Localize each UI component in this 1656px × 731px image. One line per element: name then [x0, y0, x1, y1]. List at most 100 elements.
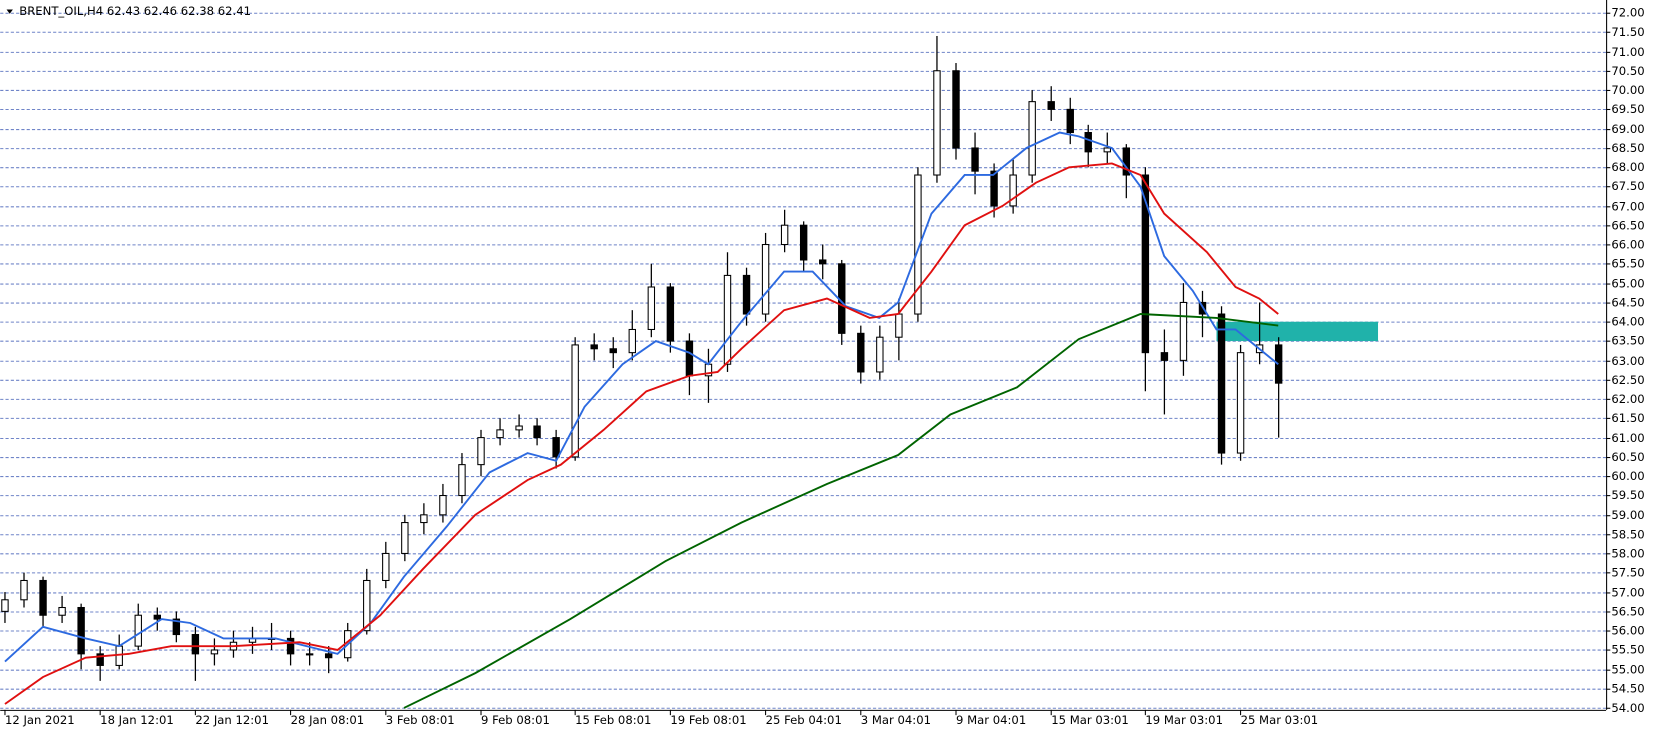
x-tick-label: 28 Jan 08:01 — [291, 713, 365, 727]
candle-body — [191, 634, 200, 655]
candle-body — [39, 579, 47, 616]
x-tick-label: 9 Mar 04:01 — [956, 713, 1026, 727]
candle-body — [1274, 344, 1283, 384]
zone — [1216, 321, 1379, 342]
menu-arrow[interactable] — [6, 9, 13, 14]
y-tick-label: 64.00 — [1611, 315, 1644, 329]
candle-body — [533, 425, 541, 439]
candle-body — [401, 522, 409, 554]
grid — [0, 12, 1607, 709]
x-tick-label: 3 Feb 08:01 — [386, 713, 455, 727]
moving-average — [4, 131, 1279, 663]
x-tick-label: 12 Jan 2021 — [5, 713, 75, 727]
candle-body — [515, 425, 523, 431]
y-tick-label: 71.50 — [1611, 25, 1644, 39]
candle-body — [172, 618, 181, 636]
candle-body — [895, 313, 903, 338]
x-tick-label: 15 Mar 03:01 — [1051, 713, 1129, 727]
candle-body — [210, 649, 219, 655]
y-tick-label: 61.50 — [1611, 411, 1644, 425]
candle-body — [590, 344, 598, 350]
candle-body — [799, 224, 808, 261]
chart-title: BRENT_OIL,H4 62.43 62.46 62.38 62.41 — [19, 4, 251, 18]
candle-body — [742, 274, 751, 315]
candle-body — [363, 579, 371, 632]
y-tick-label: 60.00 — [1611, 469, 1644, 483]
x-tick-label: 9 Feb 08:01 — [481, 713, 550, 727]
candle-body — [990, 170, 998, 207]
candle-body — [723, 274, 732, 365]
candle-body — [286, 637, 295, 655]
candle-body — [58, 606, 66, 616]
y-tick-label: 59.50 — [1611, 488, 1644, 502]
candle-body — [685, 340, 694, 377]
x-tick-label: 25 Mar 03:01 — [1241, 713, 1319, 727]
candle-body — [382, 552, 390, 582]
moving-average — [4, 162, 1279, 705]
y-tick-label: 55.00 — [1611, 663, 1644, 677]
candle-body — [571, 344, 579, 458]
candle-body — [134, 614, 142, 647]
y-tick-label: 72.00 — [1611, 6, 1644, 20]
candle-body — [876, 336, 884, 373]
candle-body — [952, 70, 960, 149]
y-tick-label: 57.50 — [1611, 565, 1644, 579]
candle-body — [77, 606, 85, 655]
y-tick-label: 66.00 — [1611, 237, 1644, 251]
candle-body — [1066, 108, 1074, 134]
x-tick-label: 22 Jan 12:01 — [195, 713, 269, 727]
candle-body — [1217, 313, 1226, 454]
y-tick-label: 57.00 — [1611, 585, 1644, 599]
candle-body — [1, 599, 9, 612]
candle-body — [628, 328, 636, 354]
candle-body — [914, 174, 922, 315]
y-tick-label: 67.50 — [1611, 179, 1644, 193]
candle-body — [1122, 147, 1131, 176]
moving-average — [403, 313, 1279, 709]
candle-body — [609, 348, 617, 354]
y-tick-label: 56.00 — [1611, 624, 1644, 638]
y-tick-label: 68.50 — [1611, 141, 1644, 155]
candle-body — [1009, 174, 1017, 207]
y-tick-label: 54.50 — [1611, 682, 1644, 696]
candle-body — [305, 653, 314, 656]
y-tick-label: 64.50 — [1611, 296, 1644, 310]
candle-body — [819, 259, 827, 265]
y-tick-label: 69.00 — [1611, 122, 1644, 136]
y-tick-label: 71.00 — [1611, 45, 1644, 59]
y-tick-label: 63.50 — [1611, 334, 1644, 348]
candle-body — [857, 332, 865, 373]
candle-body — [153, 614, 162, 620]
candle-body — [324, 653, 333, 659]
candle-body — [439, 494, 447, 516]
x-tick-label: 18 Jan 12:01 — [100, 713, 174, 727]
y-tick-label: 68.00 — [1611, 160, 1644, 174]
candle-body — [1179, 301, 1188, 361]
candle-body — [666, 286, 675, 342]
y-tick-label: 61.00 — [1611, 431, 1644, 445]
x-tick-label: 19 Feb 08:01 — [670, 713, 746, 727]
y-tick-label: 65.00 — [1611, 277, 1644, 291]
candle-body — [496, 429, 504, 439]
candle-body — [458, 464, 466, 497]
y-tick-label: 58.50 — [1611, 527, 1644, 541]
y-tick-label: 58.00 — [1611, 546, 1644, 560]
y-tick-label: 56.50 — [1611, 604, 1644, 618]
candle-body — [933, 70, 941, 176]
y-tick-label: 62.00 — [1611, 392, 1644, 406]
y-tick-label: 62.50 — [1611, 373, 1644, 387]
candle-body — [971, 147, 979, 172]
plot — [1, 35, 1379, 709]
candle-body — [761, 243, 770, 315]
y-tick-label: 55.50 — [1611, 643, 1644, 657]
y-tick-label: 63.00 — [1611, 354, 1644, 368]
y-tick-label: 65.50 — [1611, 256, 1644, 270]
candle-body — [96, 653, 104, 666]
y-tick-label: 69.50 — [1611, 102, 1644, 116]
y-tick-label: 66.50 — [1611, 218, 1644, 232]
candle-body — [552, 437, 560, 458]
y-tick-label: 70.50 — [1611, 64, 1644, 78]
x-tick-label: 3 Mar 04:01 — [861, 713, 931, 727]
candle-body — [1141, 174, 1150, 354]
